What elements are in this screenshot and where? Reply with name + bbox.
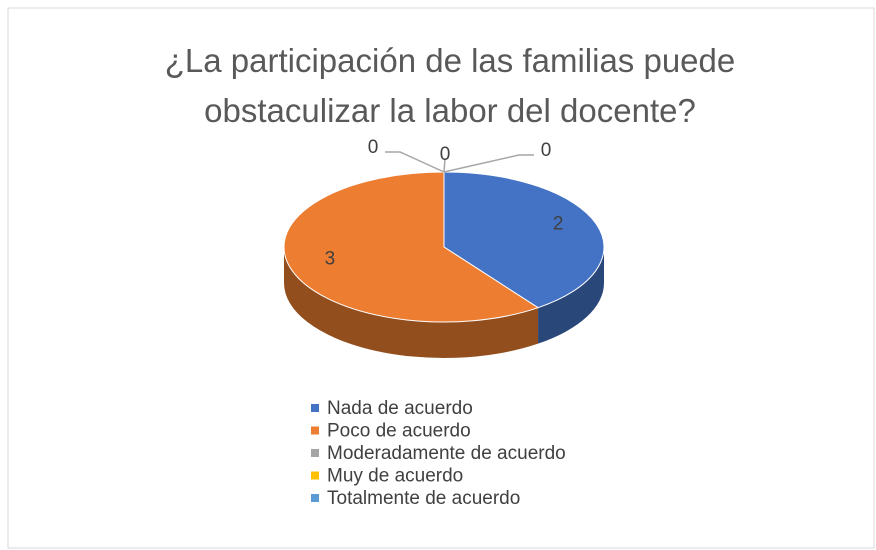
data-label: 0 — [440, 144, 451, 165]
labels: 2 3 0 0 0 — [325, 137, 564, 269]
legend-swatch — [311, 426, 319, 435]
pie-side — [538, 247, 604, 344]
legend-label: Nada de acuerdo — [327, 398, 473, 419]
pie-slice — [283, 171, 540, 323]
legend-label: Muy de acuerdo — [327, 466, 463, 487]
legend-swatch — [311, 404, 319, 412]
data-label: 2 — [553, 214, 564, 235]
legend-label: Moderadamente de acuerdo — [327, 443, 566, 464]
legend-label: Totalmente de acuerdo — [327, 488, 520, 509]
data-label: 0 — [541, 140, 552, 161]
pie-slice — [443, 171, 605, 309]
chart-border — [7, 7, 875, 549]
data-label: 0 — [368, 137, 379, 158]
legend-swatch — [311, 471, 319, 480]
leader-line — [443, 154, 534, 173]
legend-swatch — [311, 494, 319, 502]
leader-line — [385, 151, 445, 173]
chart-title: ¿La participación de las familias puede … — [164, 42, 736, 129]
pie — [283, 171, 605, 358]
legend-swatch — [311, 449, 319, 457]
legend-label: Poco de acuerdo — [327, 421, 471, 442]
pie-side — [284, 247, 539, 358]
leader-line — [443, 158, 446, 173]
data-label: 3 — [325, 248, 336, 269]
